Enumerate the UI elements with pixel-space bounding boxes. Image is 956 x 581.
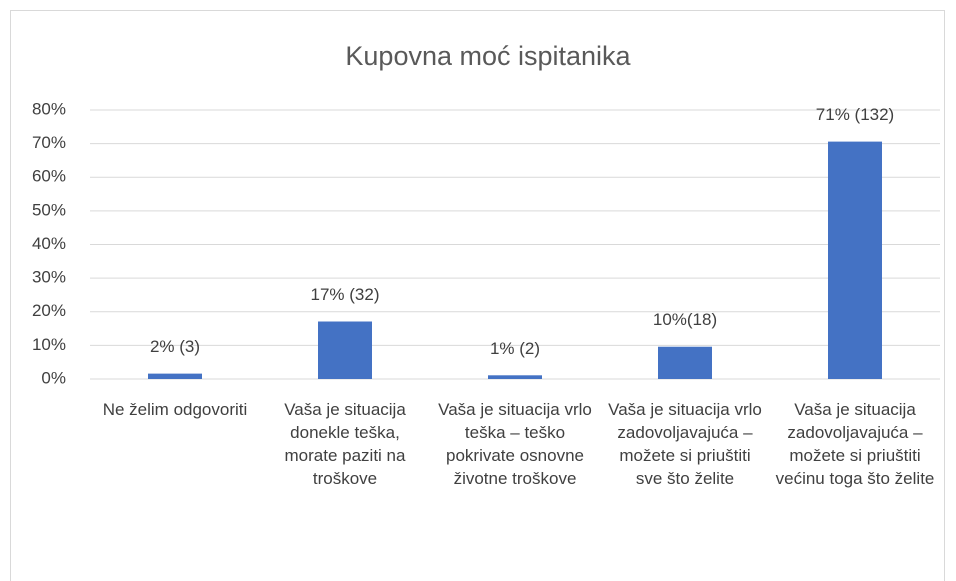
bar — [318, 321, 372, 379]
x-tick-label: Vaša je situacija vrlo zadovoljavajuća – m… — [608, 400, 762, 488]
y-tick-label: 0% — [41, 368, 66, 387]
y-tick-label: 30% — [32, 268, 66, 287]
y-tick-label: 60% — [32, 167, 66, 186]
data-label: 10%(18) — [653, 310, 717, 329]
x-tick-label: Vaša je situacija zadovoljavajuća – možete… — [776, 400, 935, 488]
x-tick-label: Vaša je situacija donekle teška, morate pa… — [284, 400, 406, 488]
y-tick-label: 10% — [32, 335, 66, 354]
y-tick-label: 80% — [32, 99, 66, 118]
data-label: 71% (132) — [816, 105, 894, 124]
chart-frame — [10, 10, 945, 581]
y-tick-label: 70% — [32, 133, 66, 152]
x-tick-label: Vaša je situacija vrlo teška – teško pokri… — [438, 400, 592, 488]
bar — [828, 141, 882, 379]
bar — [488, 375, 542, 379]
y-tick-label: 40% — [32, 234, 66, 253]
x-tick-label: Ne želim odgovoriti — [103, 400, 248, 419]
y-tick-label: 50% — [32, 200, 66, 219]
chart-title: Kupovna moć ispitanika — [345, 41, 631, 71]
bar — [148, 373, 202, 379]
y-tick-label: 20% — [32, 301, 66, 320]
data-label: 2% (3) — [150, 337, 200, 356]
bar — [658, 346, 712, 379]
data-label: 1% (2) — [490, 339, 540, 358]
data-label: 17% (32) — [311, 285, 380, 304]
